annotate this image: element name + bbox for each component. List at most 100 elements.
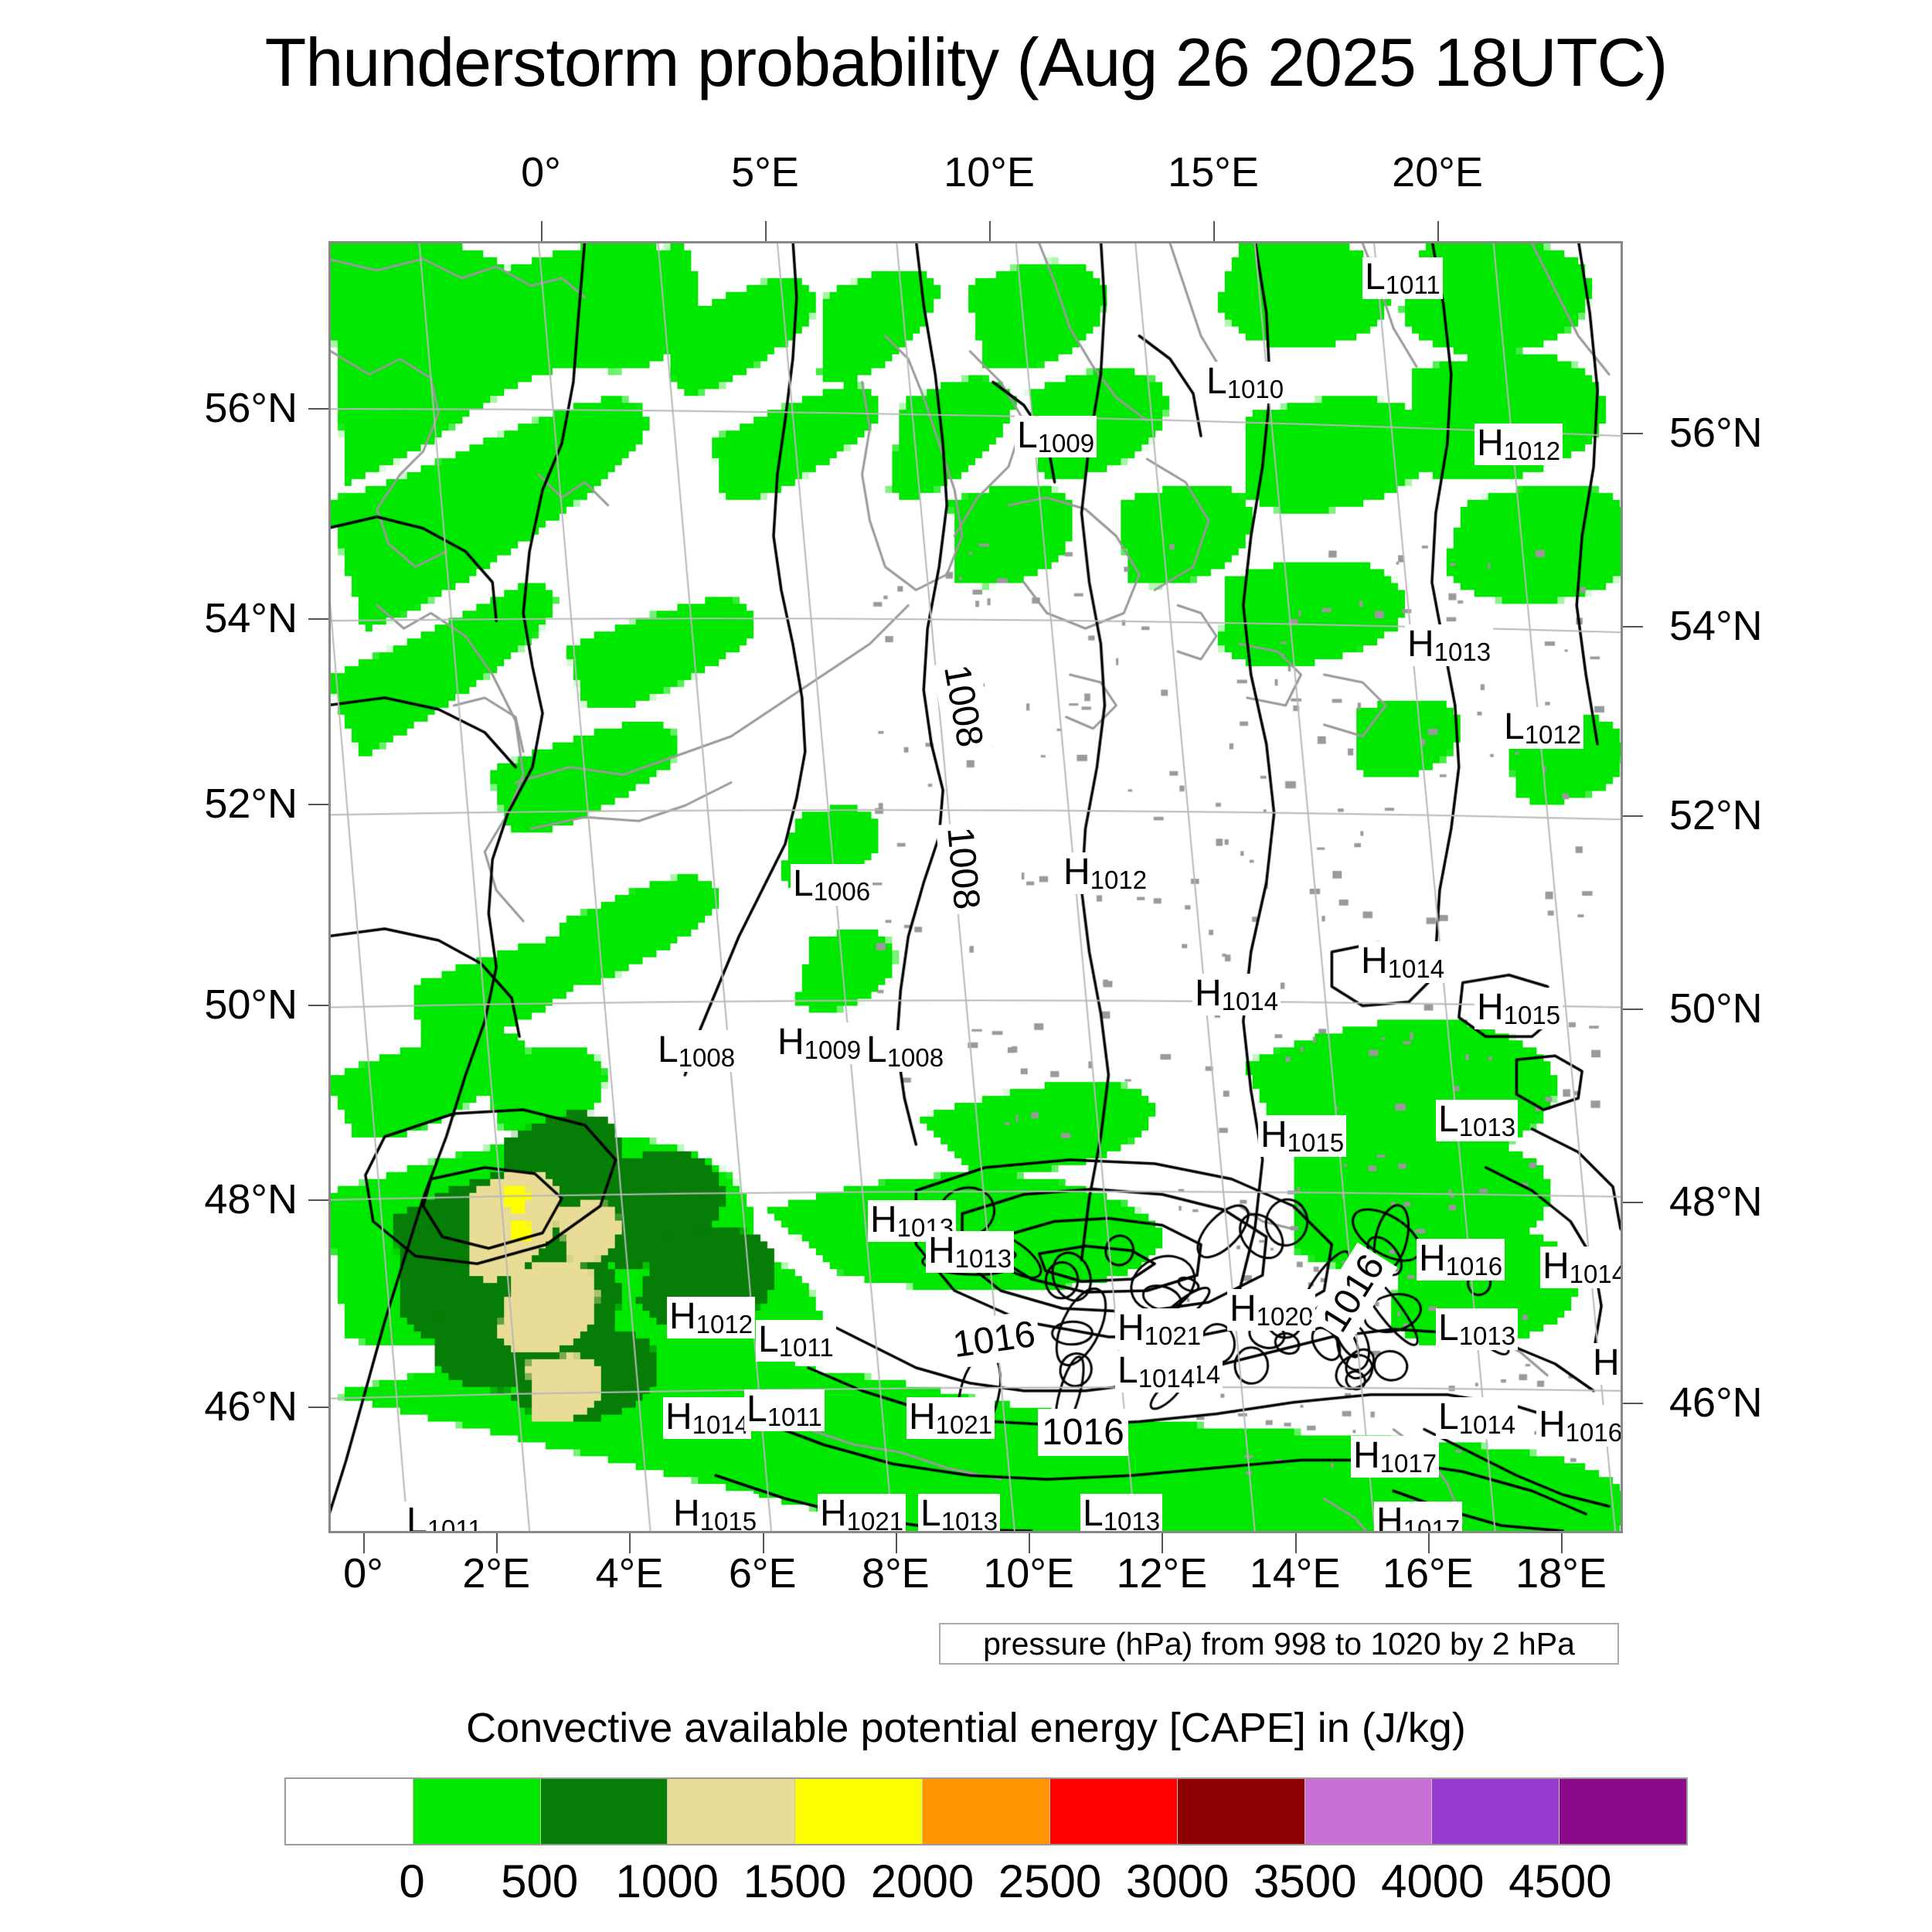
- pressure-center-label: H1017: [1374, 1502, 1463, 1531]
- pressure-center-label: H1013: [868, 1200, 957, 1242]
- axis-tick-label: 6°E: [728, 1550, 797, 1597]
- colorbar-swatch: [1431, 1779, 1560, 1844]
- colorbar-swatch: [412, 1779, 540, 1844]
- pressure-center-label: H1015: [671, 1494, 760, 1531]
- axis-tick-mark: [308, 1406, 328, 1408]
- pressure-center-label: H1012: [1061, 852, 1150, 894]
- pressure-center-label: L1012: [1502, 707, 1584, 749]
- axis-tick-mark: [308, 408, 328, 410]
- colorbar-swatch: [667, 1779, 795, 1844]
- axis-tick-mark: [308, 1005, 328, 1006]
- axis-tick-mark: [1162, 1533, 1164, 1553]
- pressure-center-label: H1012: [1475, 423, 1563, 465]
- axis-tick-label: 54°N: [204, 595, 298, 641]
- colorbar-tick-label: 1000: [615, 1855, 719, 1907]
- axis-tick-mark: [1029, 1533, 1031, 1553]
- axis-tick-mark: [1213, 221, 1215, 241]
- axis-tick-mark: [765, 221, 767, 241]
- colorbar-tick-label: 0: [399, 1855, 425, 1907]
- axis-tick-label: 54°N: [1669, 603, 1763, 649]
- pressure-legend-box: pressure (hPa) from 998 to 1020 by 2 hPa: [939, 1623, 1619, 1665]
- contour-value-label: 1016: [1038, 1409, 1128, 1456]
- pressure-center-label: H10: [1590, 1343, 1621, 1385]
- axis-tick-label: 10°E: [944, 149, 1035, 196]
- colorbar-swatch: [1559, 1779, 1686, 1844]
- colorbar-caption: Convective available potential energy [C…: [466, 1705, 1466, 1751]
- pressure-center-label: H1015: [1475, 988, 1563, 1029]
- axis-tick-label: 56°N: [204, 385, 298, 431]
- pressure-center-label: H1014: [1359, 941, 1447, 983]
- axis-tick-mark: [1623, 1403, 1643, 1404]
- pressure-center-label: L1013: [1080, 1494, 1163, 1531]
- colorbar-swatch: [539, 1779, 668, 1844]
- colorbar-tick-label: 2000: [870, 1855, 975, 1907]
- colorbar-swatch: [794, 1779, 923, 1844]
- axis-tick-label: 56°N: [1669, 410, 1763, 456]
- axis-tick-mark: [1437, 221, 1439, 241]
- axis-tick-mark: [895, 1533, 897, 1553]
- pressure-center-label: L1013: [918, 1494, 1001, 1531]
- axis-tick-label: 48°N: [1669, 1179, 1763, 1225]
- colorbar-tick-labels: 0 500 1000 1500 2000 2500 3000 3500 4000 4500: [284, 1855, 1688, 1909]
- axis-tick-mark: [762, 1533, 764, 1553]
- colorbar-tick-label: 500: [501, 1855, 579, 1907]
- axis-tick-label: 46°N: [1669, 1379, 1763, 1426]
- colorbar-swatch: [922, 1779, 1049, 1844]
- pressure-center-label: H1014: [1540, 1247, 1621, 1288]
- axis-tick-mark: [1623, 815, 1643, 817]
- axis-tick-mark: [1623, 1009, 1643, 1010]
- pressure-center-label: H1021: [1115, 1308, 1204, 1350]
- pressure-center-label: L1009: [1015, 416, 1097, 457]
- axis-tick-label: 10°E: [983, 1550, 1074, 1597]
- page-title: Thunderstorm probability (Aug 26 2025 18…: [264, 24, 1668, 100]
- pressure-center-label: L1013: [1436, 1308, 1519, 1350]
- colorbar[interactable]: [284, 1777, 1688, 1845]
- axis-tick-mark: [1427, 1533, 1430, 1553]
- axis-tick-label: 14°E: [1249, 1550, 1341, 1597]
- axis-tick-label: 18°E: [1515, 1550, 1607, 1597]
- axis-tick-label: 16°E: [1382, 1550, 1474, 1597]
- axis-tick-label: 12°E: [1116, 1550, 1208, 1597]
- map-plot-area[interactable]: L1011 L1010 L1009 H1012 H1013 L1012 L1006 H1012…: [328, 241, 1623, 1533]
- axis-tick-label: 46°N: [204, 1383, 298, 1430]
- pressure-center-label: L1011: [404, 1502, 485, 1531]
- pressure-center-label: H1017: [1351, 1436, 1440, 1478]
- pressure-center-label: H1013: [1405, 624, 1494, 666]
- pressure-center-label: L1011: [744, 1389, 825, 1431]
- axis-tick-label: 5°E: [731, 149, 799, 196]
- colorbar-swatch: [1049, 1779, 1177, 1844]
- axis-tick-label: 2°E: [462, 1550, 531, 1597]
- pressure-center-label: H1012: [667, 1297, 756, 1338]
- pressure-center-label: L1014: [1436, 1397, 1519, 1439]
- axis-tick-label: 50°N: [204, 981, 298, 1028]
- pressure-center-label: L1008: [655, 1030, 738, 1072]
- axis-tick-mark: [1623, 626, 1643, 628]
- pressure-center-label: L1010: [1204, 362, 1287, 403]
- pressure-center-label: H1020: [1227, 1289, 1316, 1331]
- axis-tick-mark: [308, 804, 328, 805]
- axis-tick-mark: [1561, 1533, 1563, 1553]
- colorbar-tick-label: 3000: [1125, 1855, 1230, 1907]
- axis-tick-mark: [629, 1533, 631, 1553]
- colorbar-swatch: [1176, 1779, 1304, 1844]
- axis-tick-mark: [1623, 1202, 1643, 1203]
- colorbar-swatch: [286, 1779, 413, 1844]
- axis-tick-label: 4°E: [595, 1550, 664, 1597]
- pressure-center-label: L1013: [1436, 1100, 1519, 1141]
- axis-tick-label: 50°N: [1669, 985, 1763, 1032]
- axis-tick-mark: [1623, 433, 1643, 434]
- axis-tick-mark: [541, 221, 543, 241]
- colorbar-swatches: [284, 1777, 1688, 1845]
- colorbar-tick-label: 4000: [1381, 1855, 1485, 1907]
- axis-tick-label: 52°N: [204, 781, 298, 827]
- axis-tick-mark: [989, 221, 991, 241]
- axis-tick-mark: [308, 618, 328, 620]
- colorbar-tick-label: 1500: [743, 1855, 847, 1907]
- pressure-center-label: H1021: [818, 1494, 906, 1531]
- axis-tick-mark: [496, 1533, 498, 1553]
- contour-value-label: 1008: [935, 821, 991, 916]
- axis-tick-label: 48°N: [204, 1176, 298, 1223]
- colorbar-tick-label: 2500: [998, 1855, 1102, 1907]
- pressure-center-label: H1013: [926, 1231, 1015, 1273]
